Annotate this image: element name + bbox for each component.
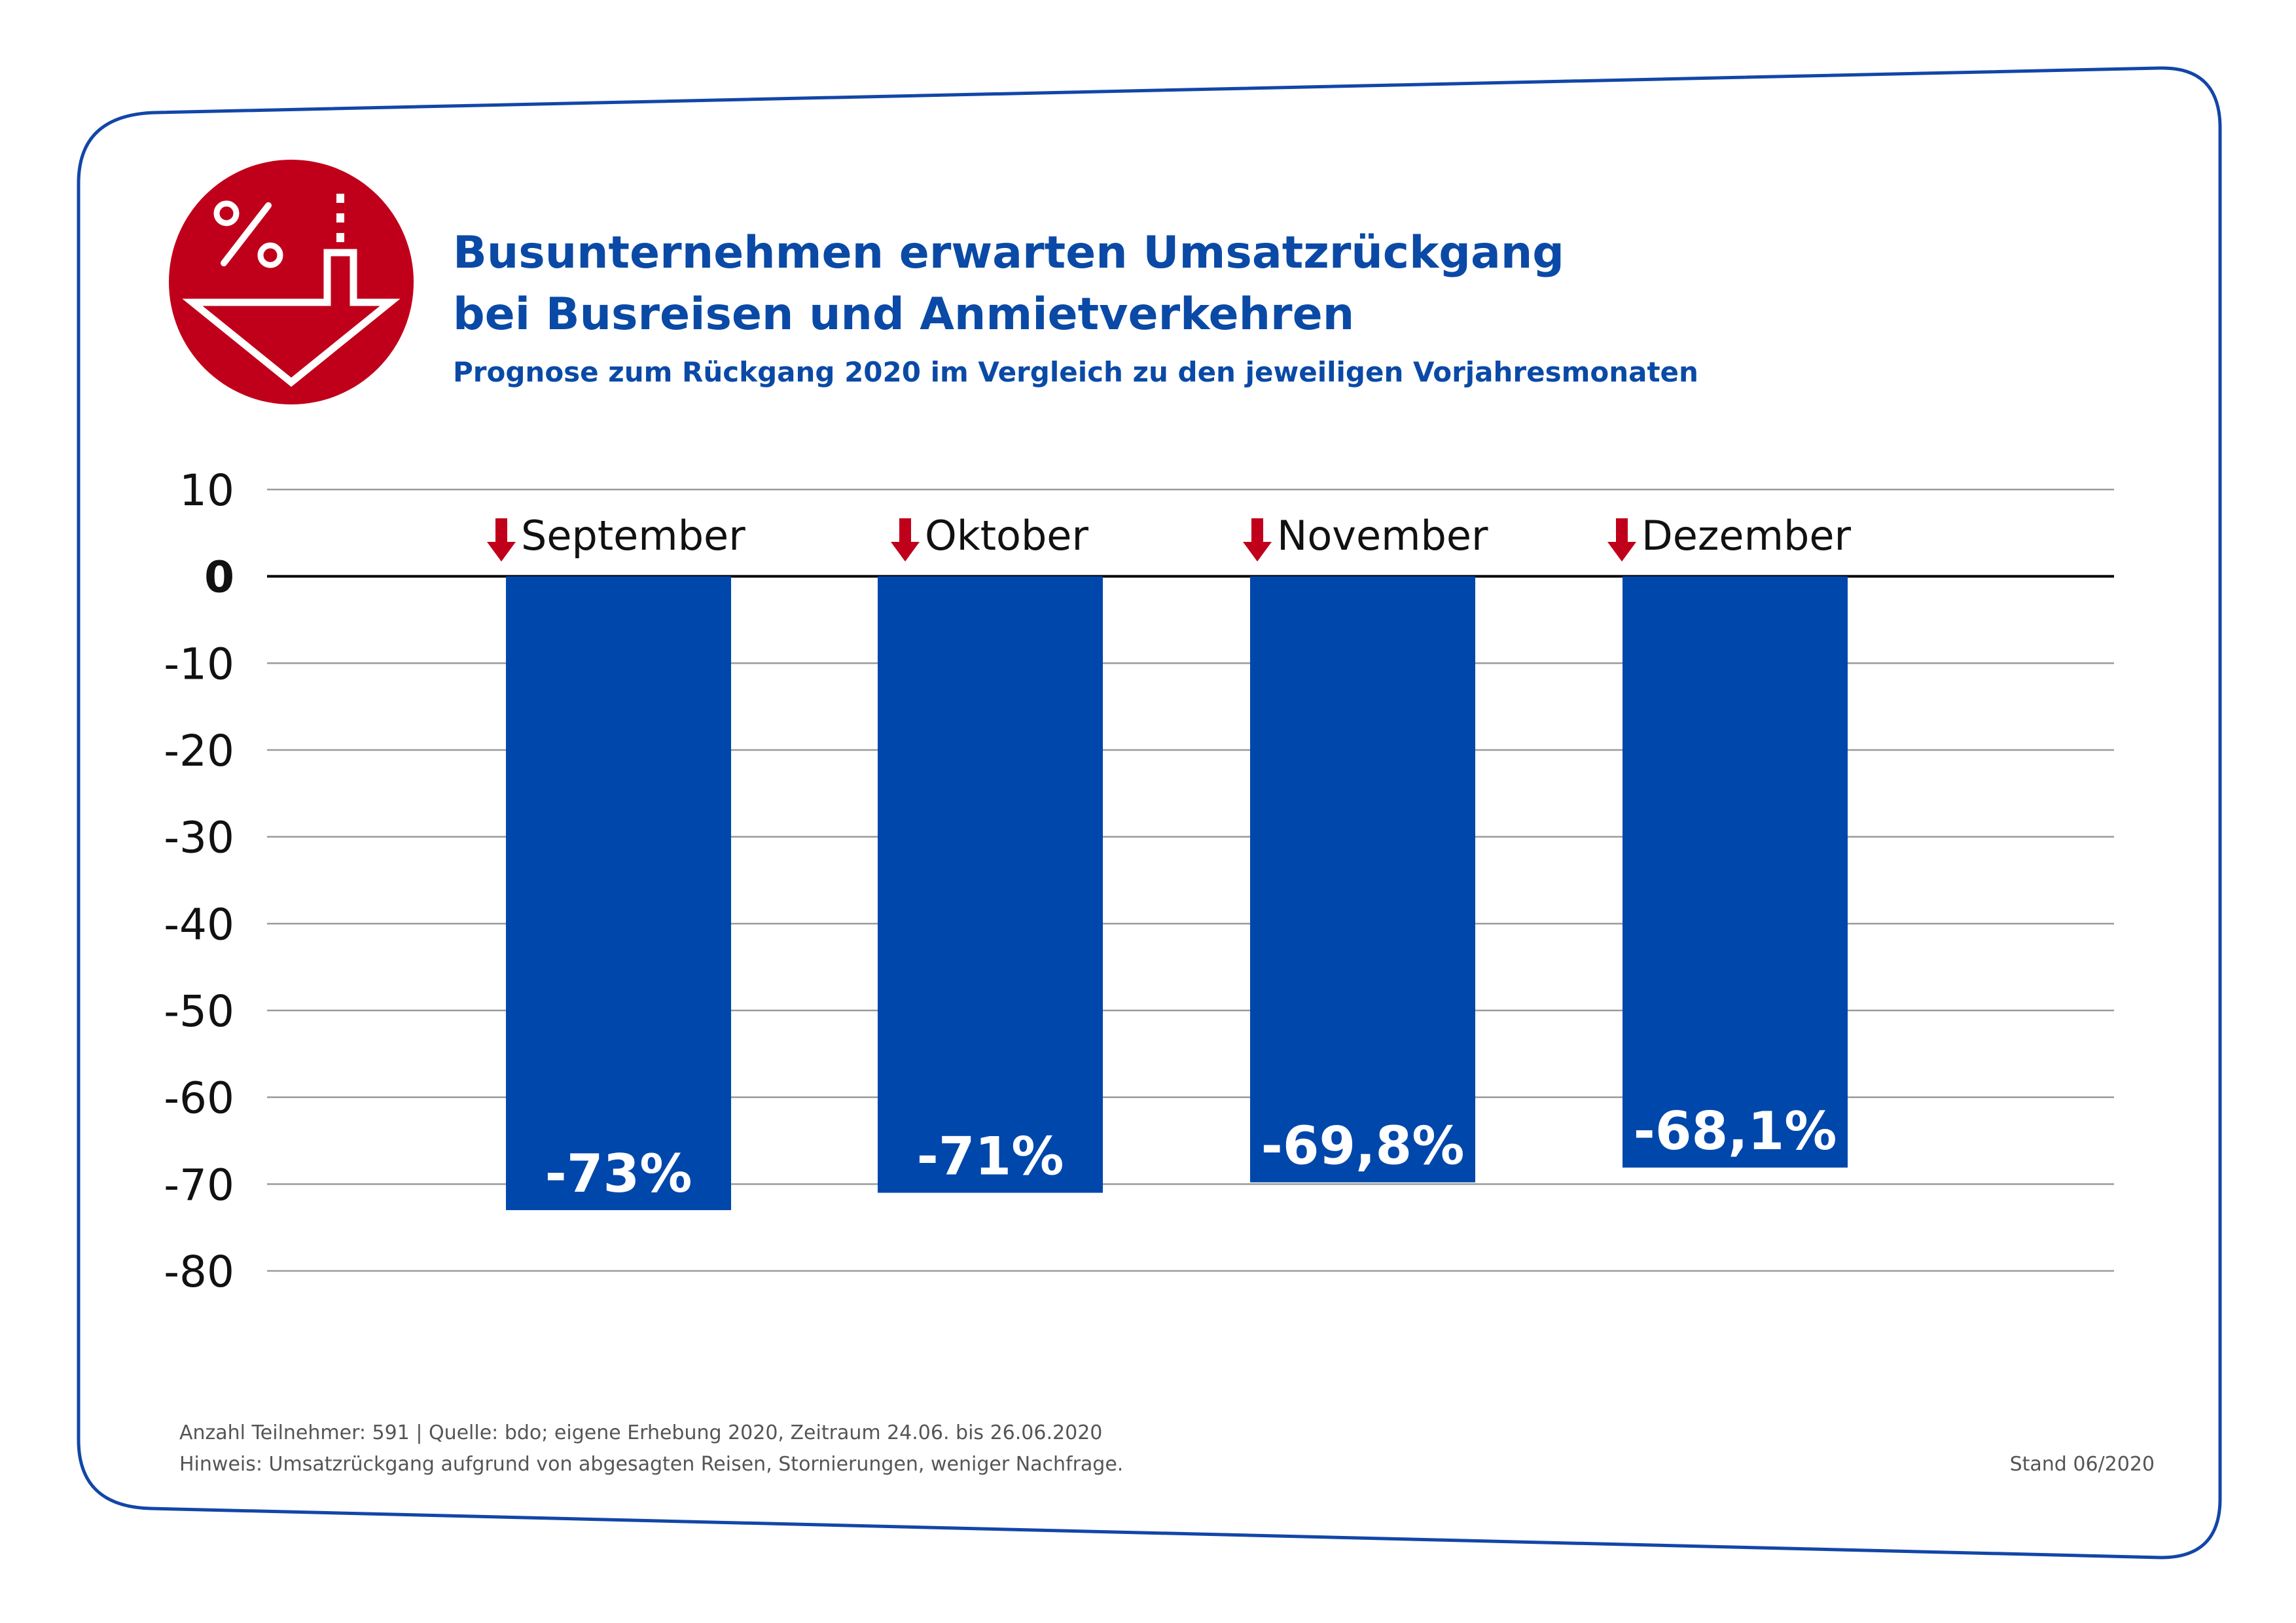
y-tick-label: -70	[164, 1160, 234, 1210]
y-tick-label: -80	[164, 1247, 234, 1297]
category-label: September	[521, 512, 745, 560]
bar	[1623, 576, 1848, 1168]
bar	[1250, 576, 1475, 1183]
data-label: -73%	[545, 1143, 692, 1204]
y-tick-label: -30	[164, 813, 234, 863]
y-tick-label: -60	[164, 1073, 234, 1124]
down-arrow-icon	[891, 518, 920, 562]
data-label: -68,1%	[1634, 1101, 1837, 1162]
y-tick-label: -20	[164, 726, 234, 776]
category-label: November	[1277, 512, 1488, 560]
y-tick-label: 10	[179, 465, 234, 516]
title-line-1: Busunternehmen erwarten Umsatzrückgang	[453, 227, 1564, 279]
title-line-2: bei Busreisen und Anmietverkehren	[453, 289, 1355, 340]
bar	[878, 576, 1103, 1193]
y-tick-label: 0	[204, 552, 234, 603]
down-arrow-icon	[1243, 518, 1272, 562]
footnote-source: Anzahl Teilnehmer: 591 | Quelle: bdo; ei…	[179, 1421, 1103, 1444]
y-tick-label: -40	[164, 899, 234, 950]
category-label: Dezember	[1641, 512, 1851, 560]
chart-subtitle: Prognose zum Rückgang 2020 im Vergleich …	[453, 356, 1698, 388]
status-date: Stand 06/2020	[2009, 1453, 2155, 1476]
y-tick-label: -10	[164, 639, 234, 689]
down-arrow-icon	[1607, 518, 1636, 562]
data-label: -69,8%	[1261, 1116, 1465, 1177]
bar	[506, 576, 731, 1211]
category-label: Oktober	[925, 512, 1088, 560]
footnote-hint: Hinweis: Umsatzrückgang aufgrund von abg…	[179, 1453, 1124, 1476]
percent-down-arrow-icon	[169, 160, 414, 404]
chart-title: Busunternehmen erwarten Umsatzrückgang b…	[453, 223, 1564, 346]
y-tick-label: -50	[164, 986, 234, 1037]
data-label: -71%	[917, 1126, 1064, 1187]
down-arrow-icon	[487, 518, 516, 562]
